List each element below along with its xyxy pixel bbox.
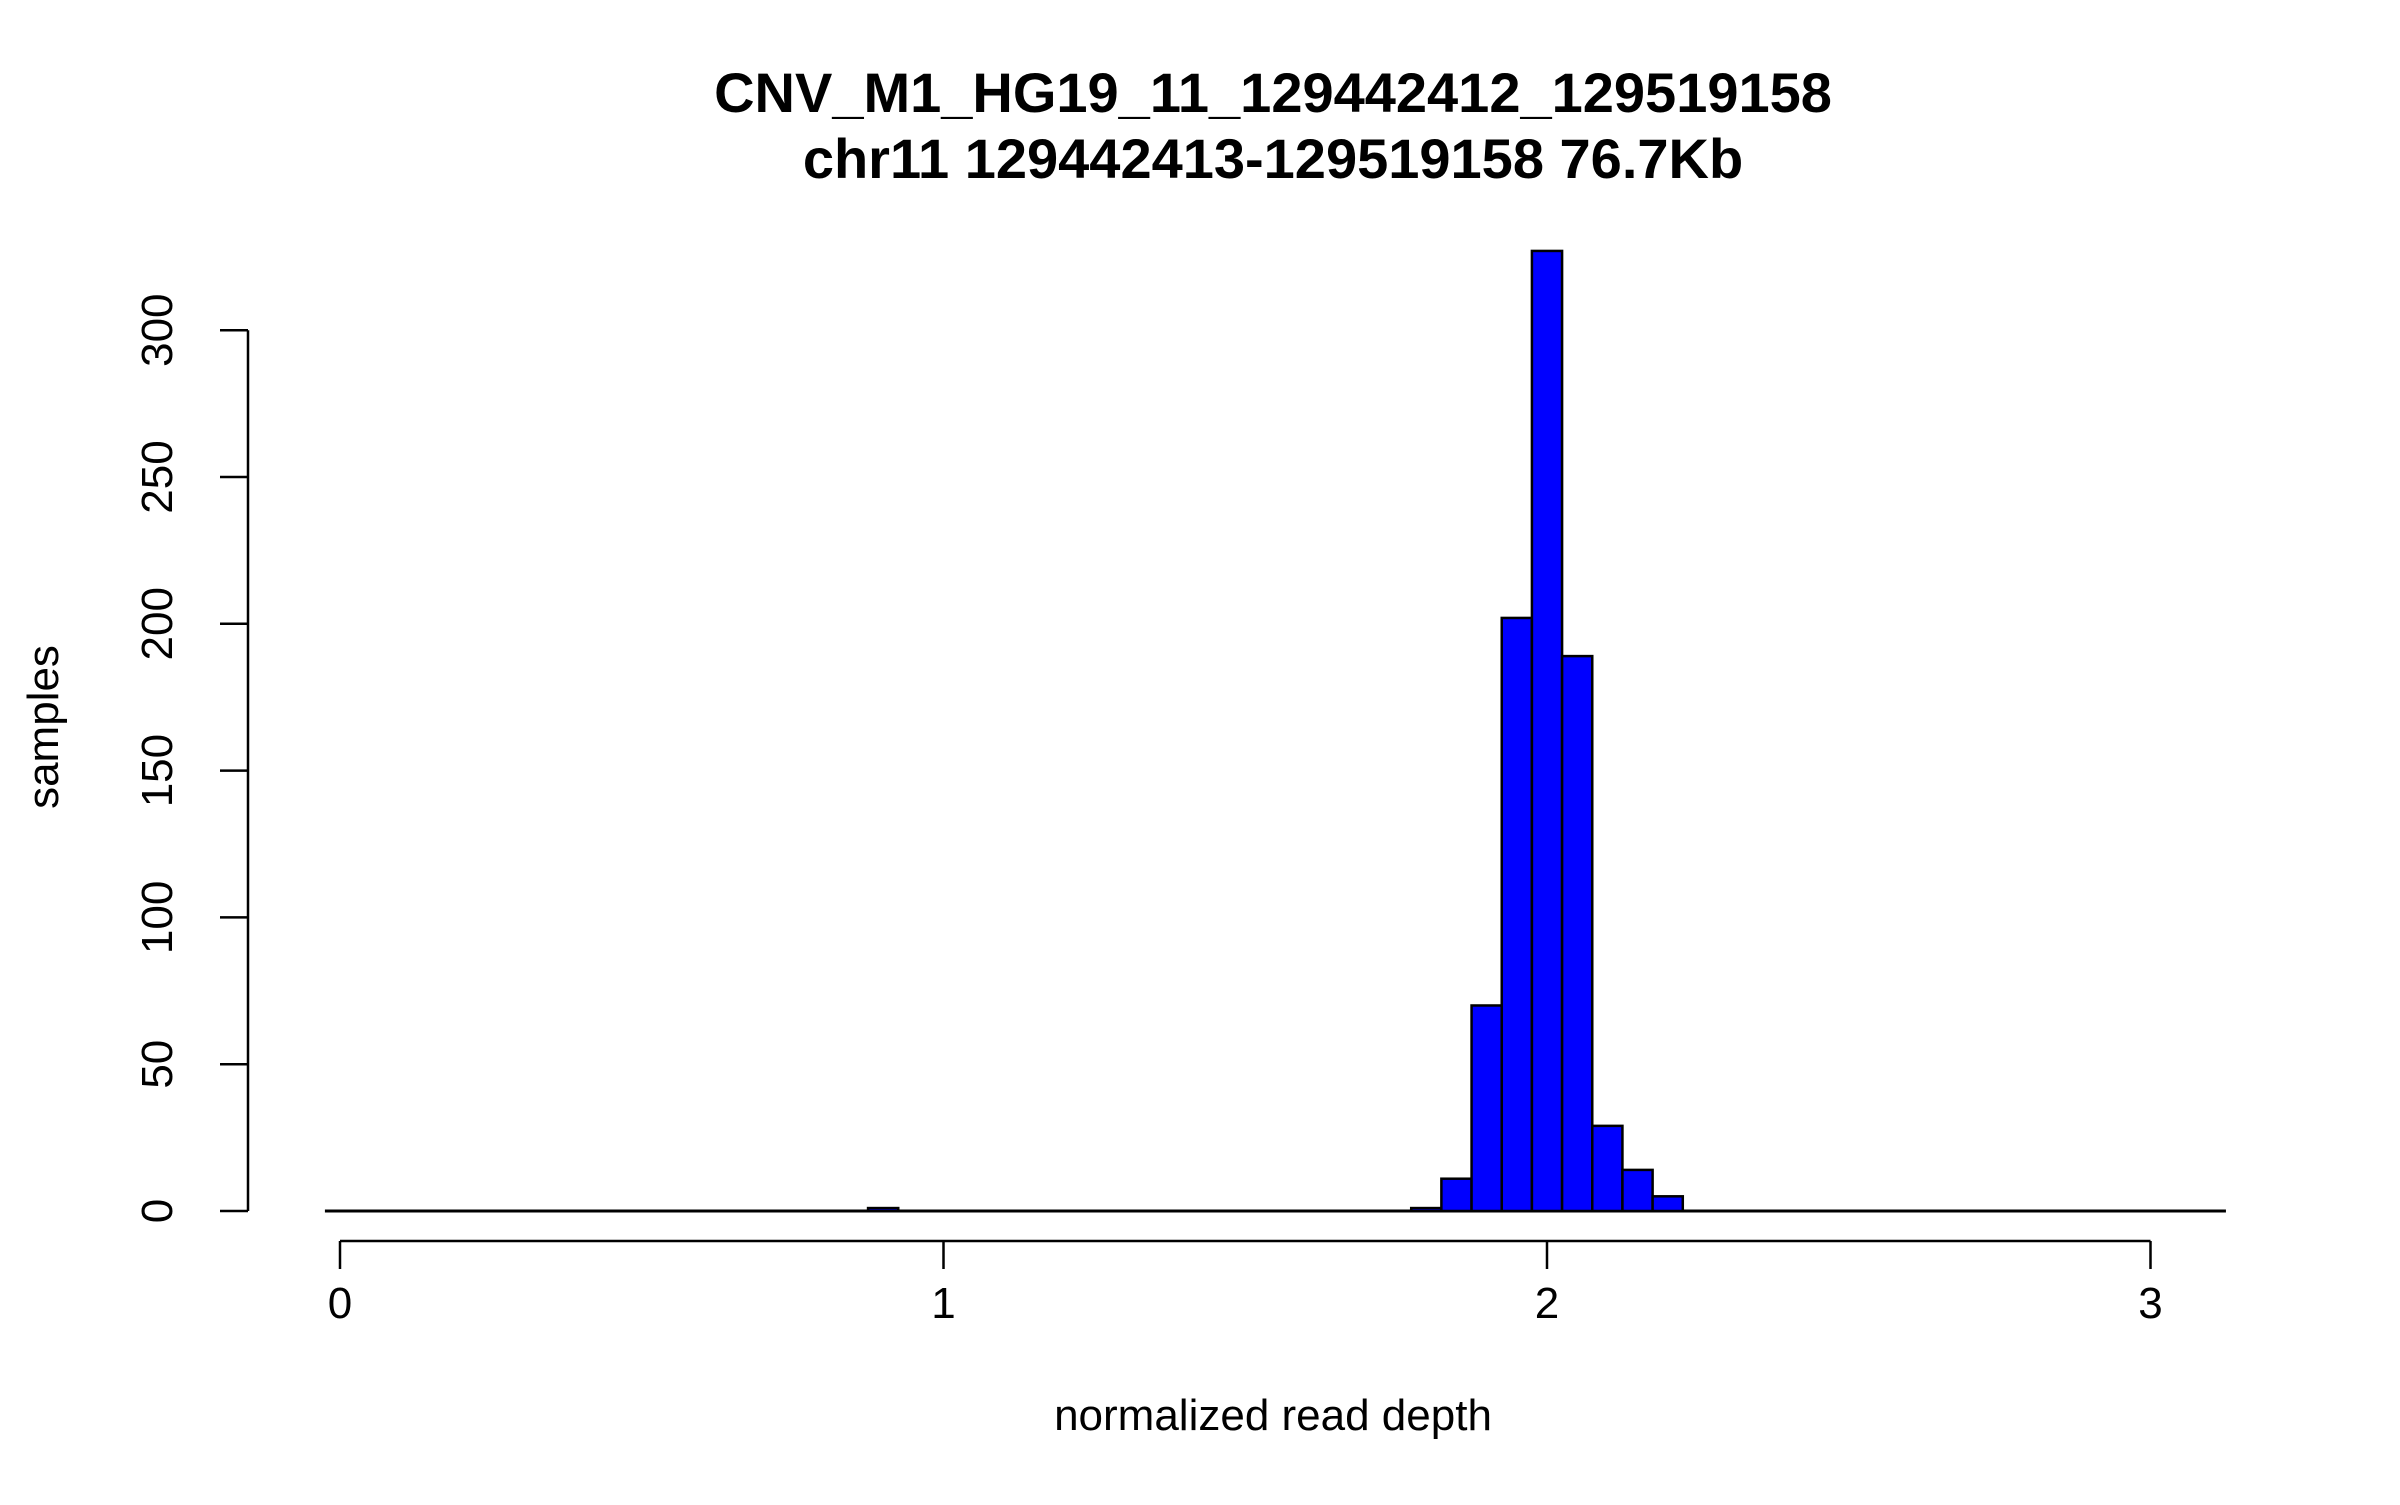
chart-title: CNV_M1_HG19_11_129442412_129519158 (714, 61, 1832, 124)
histogram-bar-7 (1560, 654, 1594, 1213)
y-tick-label-250: 250 (133, 440, 182, 513)
histogram-bar-8 (1591, 1124, 1624, 1213)
y-axis-label: samples (19, 645, 68, 809)
histogram-bar-4 (1470, 1004, 1503, 1213)
y-tick-label-0: 0 (133, 1199, 182, 1223)
x-tick-label-3: 3 (2138, 1279, 2162, 1328)
x-tick-label-1: 1 (931, 1279, 955, 1328)
histogram-bars (324, 249, 2226, 1213)
y-axis: 0 50 100 150 200 250 300 (133, 293, 250, 1223)
y-tick-label-300: 300 (133, 293, 182, 366)
histogram-bar-5 (1500, 616, 1534, 1213)
histogram-bar-9 (1621, 1168, 1654, 1213)
x-tick-label-2: 2 (1535, 1279, 1559, 1328)
x-axis: 0 1 2 3 (328, 1239, 2163, 1328)
y-tick-label-50: 50 (133, 1040, 182, 1089)
y-tick-label-200: 200 (133, 587, 182, 660)
histogram-bar-6 (1530, 249, 1564, 1213)
histogram-bar-1 (866, 1206, 900, 1213)
histogram-bar-3 (1440, 1177, 1473, 1213)
y-tick-label-100: 100 (133, 881, 182, 954)
x-tick-label-0: 0 (328, 1279, 352, 1328)
y-tick-label-150: 150 (133, 734, 182, 807)
histogram-bar-2 (1409, 1206, 1443, 1213)
x-axis-label: normalized read depth (1054, 1391, 1492, 1440)
histogram-bar-10 (1651, 1195, 1685, 1213)
chart-subtitle: chr11 129442413-129519158 76.7Kb (803, 127, 1743, 190)
